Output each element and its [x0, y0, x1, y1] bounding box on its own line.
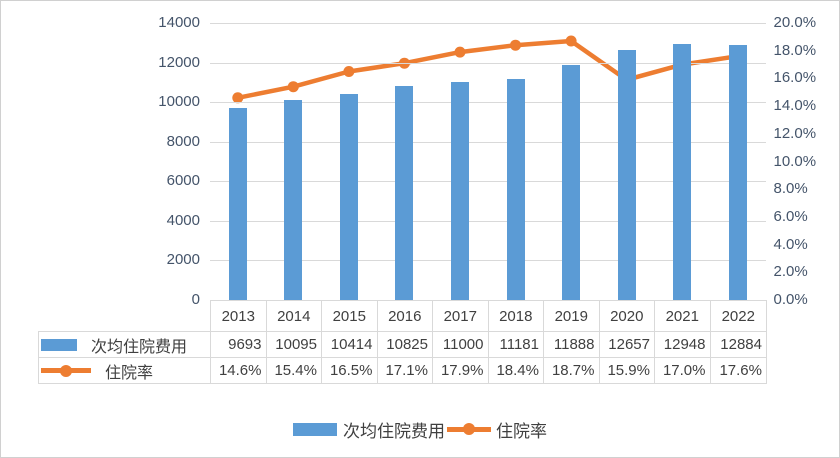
line-legend-marker-icon — [447, 423, 491, 435]
table-cost-value-cell: 10825 — [377, 332, 433, 358]
bar-2016 — [395, 85, 414, 300]
right-axis-tick-label: 4.0% — [773, 235, 808, 253]
table-rate-value-cell: 14.6% — [211, 358, 267, 383]
right-axis-tick-label: 20.0% — [773, 14, 817, 31]
gridline — [210, 23, 766, 24]
line-series-key-icon — [41, 364, 91, 377]
table-rate-value-cell: 15.4% — [267, 358, 322, 383]
legend-item-rate: 住院率 — [445, 417, 547, 442]
table-row-label-rate: 住院率 — [39, 358, 211, 383]
right-axis-tick-label: 8.0% — [773, 180, 808, 198]
gridline — [210, 220, 766, 222]
table-header-cell: 2020 — [600, 301, 655, 331]
table-rate-value-cell: 17.9% — [433, 358, 489, 383]
gridline — [210, 62, 766, 64]
left-axis-tick-label: 14000 — [158, 14, 200, 31]
table-cost-value-cell: 10414 — [322, 332, 378, 358]
bar-2017 — [450, 82, 469, 300]
bar-2013 — [228, 108, 247, 300]
table-cost-value-cell: 11888 — [544, 332, 600, 358]
table-header-cell: 2018 — [489, 301, 544, 331]
rate-line-marker-2014 — [287, 81, 299, 93]
rate-line-marker-2017 — [454, 46, 466, 58]
table-header-cell: 2022 — [721, 307, 755, 325]
table-header-cell: 2013 — [211, 301, 267, 331]
right-axis-tick-label: 14.0% — [773, 97, 817, 115]
bar-2021 — [673, 43, 692, 300]
right-axis-tick-label: 6.0% — [773, 207, 808, 225]
table-cost-value-cell: 12948 — [655, 332, 711, 358]
table-rate-value-cell: 15.9% — [600, 358, 655, 383]
bar-2015 — [339, 93, 358, 300]
table-header-cell: 2015 — [322, 301, 378, 331]
data-table-body: 次均住院费用 9693 10095 10414 10825 11000 11181 1188… — [38, 331, 767, 384]
rate-line — [237, 38, 739, 101]
table-cost-value-cell: 9693 — [211, 332, 267, 358]
legend-label-cost: 次均住院费用 — [343, 421, 445, 441]
bar-2022 — [728, 45, 747, 300]
left-axis-tick-label: 8000 — [166, 132, 200, 150]
left-axis-tick-label: 10000 — [158, 93, 200, 111]
table-rate-value-cell: 18.7% — [544, 358, 600, 383]
cost-series-label: 次均住院费用 — [91, 338, 188, 356]
rate-line-marker-2019 — [565, 35, 577, 47]
table-rate-value-cell: 17.6% — [719, 362, 762, 379]
bar-2019 — [562, 64, 581, 300]
table-rate-value-cell: 18.4% — [489, 358, 544, 383]
gridline — [210, 181, 766, 183]
bar-2014 — [284, 100, 303, 300]
rate-line-marker-2018 — [510, 39, 521, 51]
rate-series-label: 住院率 — [105, 364, 154, 382]
table-rate-value-cell: 17.0% — [655, 358, 711, 383]
right-axis-tick-label: 0.0% — [773, 291, 808, 308]
right-axis-tick-label: 12.0% — [773, 124, 817, 142]
legend-label-rate: 住院率 — [496, 421, 547, 441]
table-row-label-cost: 次均住院费用 — [39, 332, 211, 358]
bar-2018 — [506, 78, 525, 300]
table-rate-value-cell: 16.5% — [322, 358, 378, 383]
legend-item-cost: 次均住院费用 — [293, 417, 445, 442]
gridline — [210, 141, 766, 143]
right-axis-tick-label: 2.0% — [773, 263, 808, 281]
table-header-cell: 2016 — [378, 301, 433, 331]
bar-series-key-icon — [41, 338, 77, 351]
table-header-cell: 2017 — [433, 301, 489, 331]
right-axis-tick-label: 16.0% — [773, 69, 817, 87]
table-cost-value-cell: 10095 — [266, 332, 322, 358]
table-header-cell: 2014 — [267, 301, 322, 331]
bar-legend-swatch-icon — [293, 422, 337, 436]
table-cost-value-cell: 12657 — [599, 332, 655, 358]
bar-2020 — [617, 49, 636, 300]
gridline — [210, 260, 766, 262]
left-axis-tick-label: 4000 — [166, 211, 200, 229]
chart-legend: 次均住院费用 住院率 — [1, 414, 839, 444]
table-rate-value-cell: 17.1% — [378, 358, 433, 383]
table-cost-value-cell: 11181 — [488, 332, 544, 358]
table-cost-value-cell: 12884 — [710, 332, 766, 358]
left-axis-tick-label: 2000 — [166, 251, 200, 269]
left-axis-tick-label: 0 — [191, 291, 200, 308]
gridline — [210, 102, 766, 104]
right-axis-tick-label: 18.0% — [773, 41, 817, 59]
right-axis-tick-label: 10.0% — [773, 152, 817, 170]
table-header-cell: 2019 — [544, 301, 600, 331]
left-axis-tick-label: 6000 — [166, 172, 200, 190]
left-axis-tick-label: 12000 — [158, 53, 200, 71]
data-table-header-row: 2013 2014 2015 2016 2017 2018 2019 2020 2021 2022 — [210, 300, 767, 331]
table-cost-value-cell: 11000 — [433, 332, 489, 358]
rate-line-marker-2015 — [343, 66, 355, 77]
table-header-cell: 2021 — [655, 301, 711, 331]
